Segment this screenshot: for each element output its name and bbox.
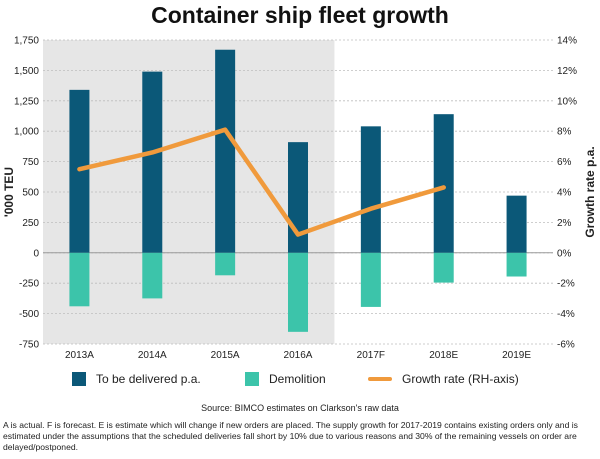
legend-item-delivered: To be delivered p.a. bbox=[72, 372, 201, 386]
y-tick-label-left: -500 bbox=[19, 309, 39, 320]
bar-demolition bbox=[506, 252, 527, 277]
y-axis-title-right: Growth rate p.a. bbox=[583, 146, 597, 237]
bar-demolition bbox=[360, 252, 381, 307]
y-tick-label-right: -2% bbox=[557, 279, 575, 290]
chart-legend: To be delivered p.a. Demolition Growth r… bbox=[0, 372, 600, 392]
y-tick-label-left: 1,250 bbox=[14, 96, 39, 107]
footnote: A is actual. F is forecast. E is estimat… bbox=[3, 420, 578, 452]
bar-delivered bbox=[360, 126, 381, 253]
legend-label-growth: Growth rate (RH-axis) bbox=[402, 372, 519, 386]
y-tick-label-right: 6% bbox=[557, 157, 572, 168]
x-tick-label: 2017F bbox=[357, 350, 385, 361]
bar-demolition bbox=[288, 252, 308, 332]
y-tick-label-left: 1,500 bbox=[14, 66, 39, 77]
y-tick-label-right: 2% bbox=[557, 218, 572, 229]
growth-rate-line bbox=[77, 127, 446, 237]
x-tick-label: 2015A bbox=[211, 350, 240, 361]
x-tick-label: 2013A bbox=[65, 350, 94, 361]
y-tick-label-left: 1,750 bbox=[14, 36, 39, 47]
y-tick-label-left: 1,000 bbox=[14, 127, 39, 138]
chart-title: Container ship fleet growth bbox=[151, 2, 449, 28]
x-tick-label: 2019E bbox=[502, 350, 531, 361]
legend-item-demolition: Demolition bbox=[245, 372, 326, 386]
chart-plot: -750 -500 -250 0 250 500 750 1,000 1,250 1,500 1,7… bbox=[2, 36, 597, 362]
legend-label-delivered: To be delivered p.a. bbox=[96, 372, 201, 386]
y-tick-label-right: 0% bbox=[557, 248, 572, 259]
legend-item-growth: Growth rate (RH-axis) bbox=[368, 372, 519, 386]
y-tick-label-right: 4% bbox=[557, 188, 572, 199]
y-tick-label-right: -6% bbox=[557, 340, 575, 351]
y-tick-label-right: 10% bbox=[557, 96, 577, 107]
legend-swatch-growth bbox=[368, 377, 392, 381]
bar-delivered bbox=[215, 49, 236, 253]
x-tick-label: 2014A bbox=[138, 350, 167, 361]
legend-swatch-demolition bbox=[245, 372, 259, 386]
y-tick-label-right: 12% bbox=[557, 66, 577, 77]
y-tick-label-left: 750 bbox=[22, 157, 39, 168]
x-tick-label: 2018E bbox=[429, 350, 458, 361]
y-tick-label-left: 250 bbox=[22, 218, 39, 229]
bar-delivered bbox=[506, 195, 527, 253]
bar-demolition bbox=[142, 252, 163, 299]
y-axis-title-left: '000 TEU bbox=[2, 167, 16, 217]
bar-demolition bbox=[69, 252, 90, 307]
bar-delivered bbox=[433, 114, 454, 253]
legend-label-demolition: Demolition bbox=[269, 372, 326, 386]
x-tick-label: 2016A bbox=[284, 350, 313, 361]
y-tick-label-right: 8% bbox=[557, 127, 572, 138]
bar-delivered bbox=[142, 71, 163, 253]
y-tick-label-left: 0 bbox=[33, 248, 39, 259]
source-note: Source: BIMCO estimates on Clarkson's ra… bbox=[201, 403, 399, 413]
y-tick-label-left: 500 bbox=[22, 188, 39, 199]
y-tick-label-left: -250 bbox=[19, 279, 39, 290]
bar-demolition bbox=[433, 252, 454, 283]
bar-demolition bbox=[215, 252, 236, 276]
legend-swatch-delivered bbox=[72, 372, 86, 386]
y-tick-label-right: -4% bbox=[557, 309, 575, 320]
y-tick-label-left: -750 bbox=[19, 340, 39, 351]
y-tick-label-right: 14% bbox=[557, 36, 577, 47]
